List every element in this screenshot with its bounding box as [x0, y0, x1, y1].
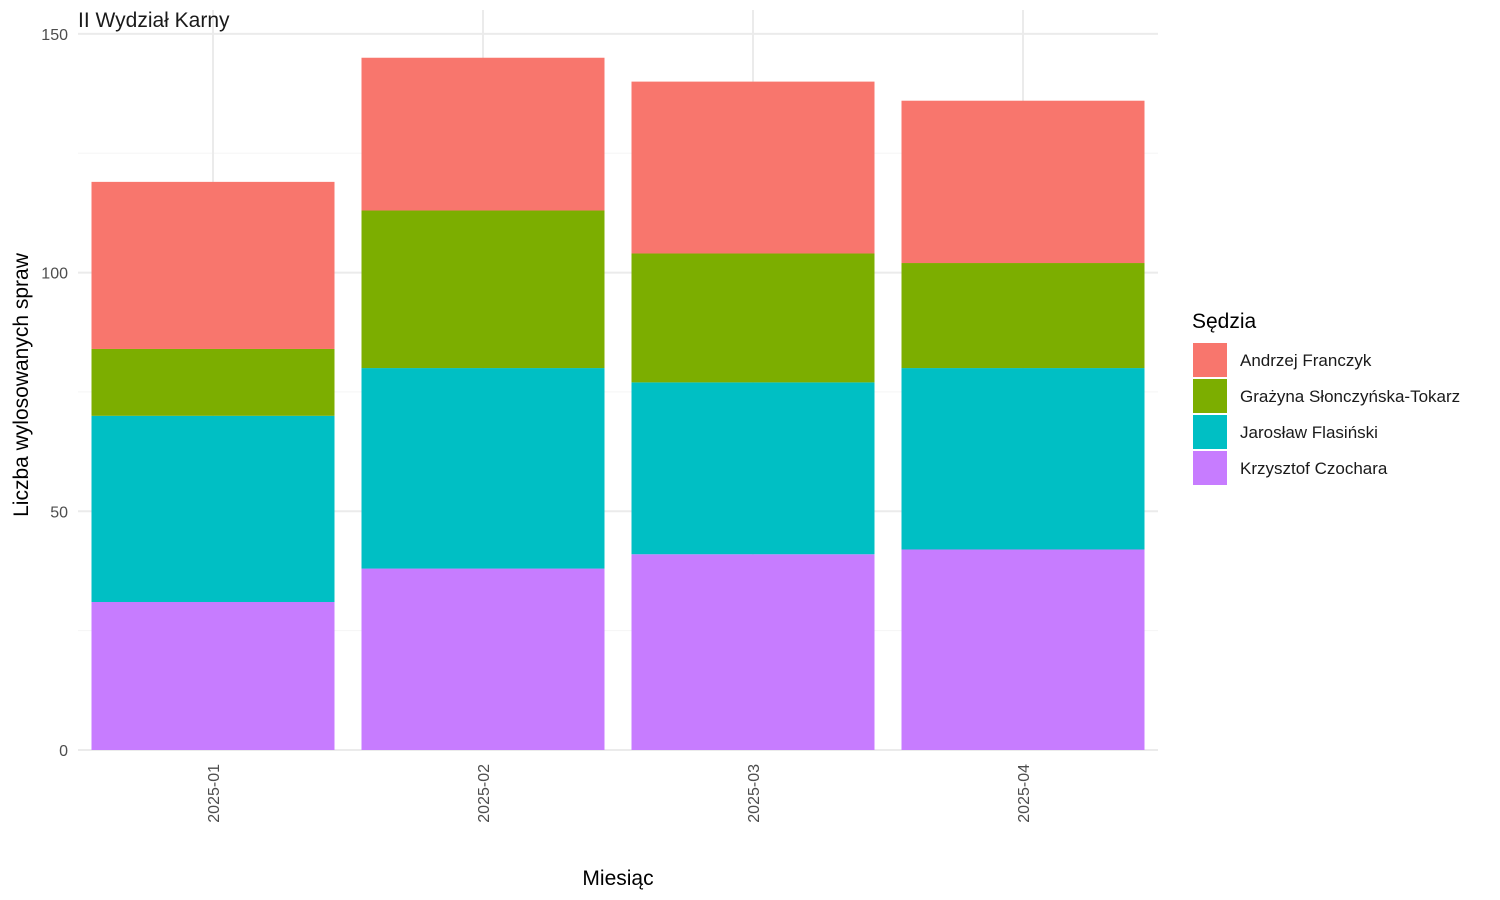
- legend: Sędzia Andrzej Franczyk Grażyna Słonczyńs…: [1192, 310, 1460, 485]
- bar-segment-2025-01-grazyna-slonczynska-tokarz: [91, 348, 335, 416]
- x-tick-label: 2025-03: [746, 764, 763, 823]
- bar-segment-2025-03-jaroslaw-flasinski: [631, 382, 875, 555]
- legend-label: Krzysztof Czochara: [1240, 459, 1388, 478]
- legend-items: Andrzej Franczyk Grażyna Słonczyńska-Toka…: [1193, 343, 1460, 485]
- bar-segment-2025-03-andrzej-franczyk: [631, 81, 875, 254]
- legend-key: [1193, 379, 1227, 413]
- bar-segment-2025-01-krzysztof-czochara: [91, 602, 335, 750]
- bar-segment-2025-04-jaroslaw-flasinski: [901, 368, 1145, 550]
- x-tick-label: 2025-01: [206, 764, 223, 823]
- legend-label: Grażyna Słonczyńska-Tokarz: [1240, 387, 1460, 406]
- bar-segment-2025-04-krzysztof-czochara: [901, 549, 1145, 750]
- bars: [91, 57, 1145, 750]
- bar-segment-2025-04-andrzej-franczyk: [901, 100, 1145, 264]
- bar-segment-2025-03-grazyna-slonczynska-tokarz: [631, 253, 875, 383]
- legend-key: [1193, 451, 1227, 485]
- y-axis-title: Liczba wylosowanych spraw: [10, 252, 33, 517]
- bar-segment-2025-01-jaroslaw-flasinski: [91, 415, 335, 602]
- legend-key: [1193, 415, 1227, 449]
- y-tick-label: 150: [41, 27, 68, 44]
- bar-segment-2025-02-jaroslaw-flasinski: [361, 368, 605, 569]
- bar-segment-2025-03-krzysztof-czochara: [631, 554, 875, 750]
- x-tick-labels: 2025-01 2025-02 2025-03 2025-04: [206, 764, 1033, 823]
- x-axis-title: Miesiąc: [582, 867, 653, 890]
- bar-segment-2025-02-andrzej-franczyk: [361, 57, 605, 211]
- bar-segment-2025-02-grazyna-slonczynska-tokarz: [361, 210, 605, 369]
- y-tick-label: 0: [59, 743, 68, 760]
- bar-segment-2025-04-grazyna-slonczynska-tokarz: [901, 263, 1145, 369]
- bar-segment-2025-01-andrzej-franczyk: [91, 181, 335, 349]
- legend-label: Jarosław Flasiński: [1240, 423, 1378, 442]
- y-tick-label: 100: [41, 266, 68, 283]
- x-tick-label: 2025-04: [1016, 764, 1033, 823]
- y-tick-label: 50: [50, 504, 68, 521]
- legend-title: Sędzia: [1192, 310, 1257, 333]
- legend-key: [1193, 343, 1227, 377]
- y-tick-labels: 0 50 100 150: [41, 27, 68, 760]
- bar-segment-2025-02-krzysztof-czochara: [361, 568, 605, 750]
- legend-label: Andrzej Franczyk: [1240, 351, 1372, 370]
- facet-title: II Wydział Karny: [78, 9, 230, 32]
- x-tick-label: 2025-02: [476, 764, 493, 823]
